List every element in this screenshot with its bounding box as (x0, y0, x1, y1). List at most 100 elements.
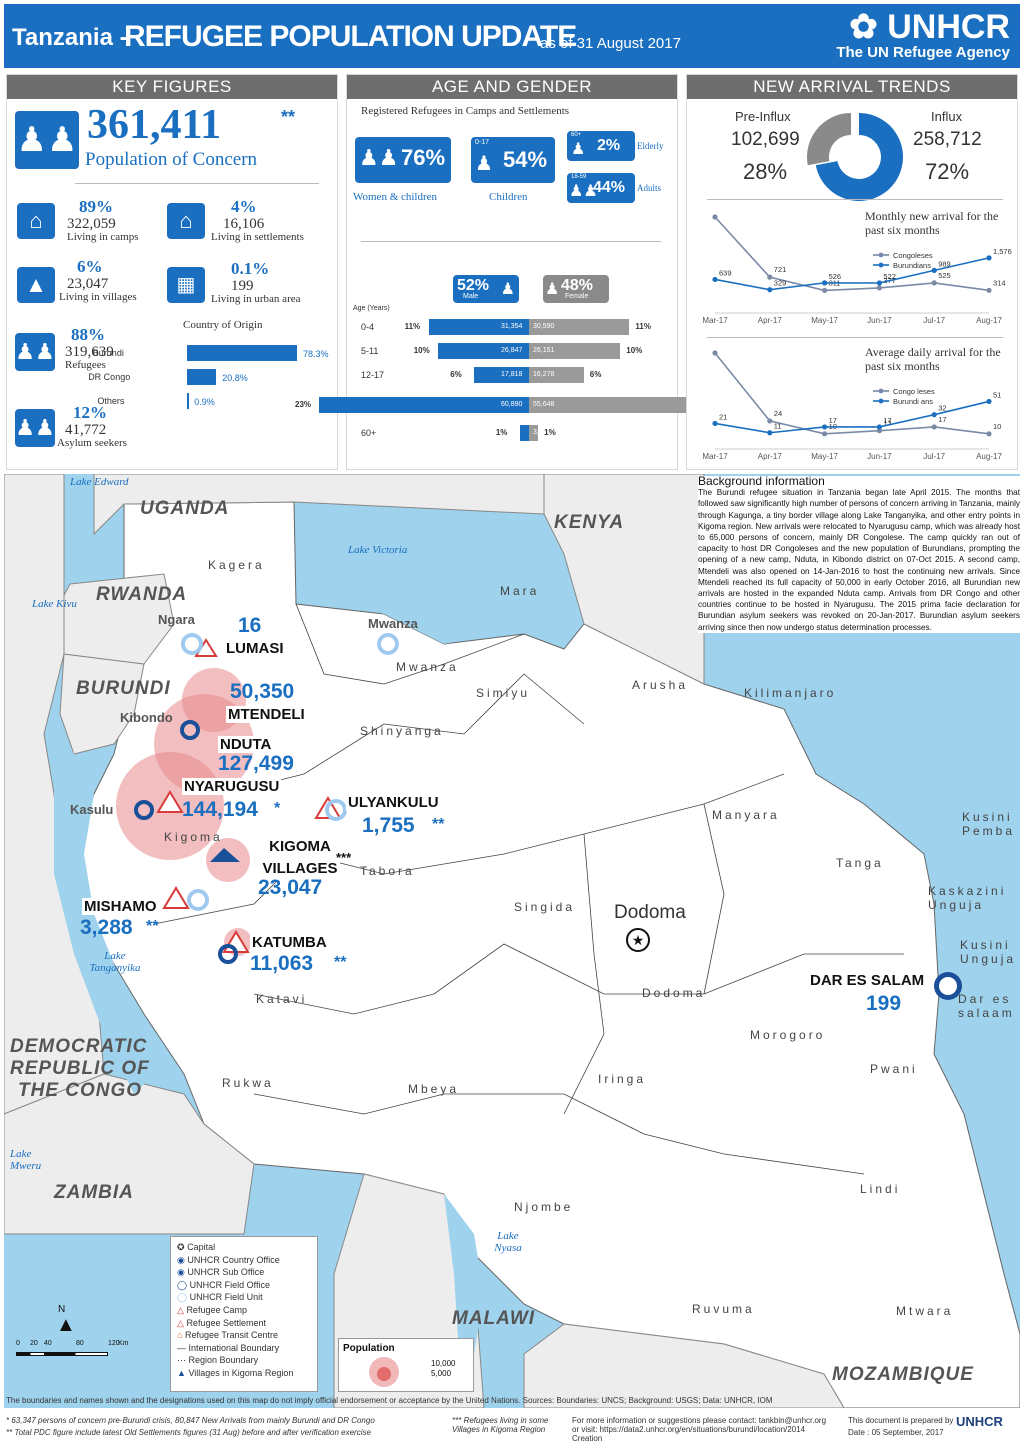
house-icon: ⌂ (17, 203, 55, 239)
lake-tanganyika (54, 734, 154, 1094)
country-burundi: BURUNDI (76, 678, 171, 699)
header-country: Tanzania - (12, 24, 128, 51)
population-legend-title: Population (343, 1343, 395, 1354)
elderly-box: 60+ ♟ 2% (567, 131, 635, 161)
background-text: The Burundi refugee situation in Tanzani… (698, 488, 1020, 632)
data-label: 10 (993, 422, 1001, 431)
data-label: 525 (938, 271, 951, 280)
data-label: 1,576 (993, 247, 1012, 256)
nduta-label: NDUTA (218, 736, 274, 753)
data-point (876, 428, 882, 434)
population-circle-small (377, 1367, 391, 1381)
country-office-icon: ◉ (177, 1254, 185, 1265)
legend-field-office: ◯ UNHCR Field Office (177, 1279, 270, 1290)
lake-victoria-label: Lake Victoria (348, 544, 408, 556)
data-point (712, 420, 718, 427)
data-point (822, 280, 828, 286)
country-drc-3: THE CONGO (18, 1080, 143, 1101)
children-icon: ♟ (475, 153, 493, 175)
male-bar (319, 397, 529, 413)
region-tanga: Tanga (836, 856, 884, 870)
adults-box: 18-59 ♟♟ 44% (567, 173, 635, 203)
nyarugusu-label: NYARUGUSU (182, 778, 282, 795)
monthly-arrival-line-chart: 4,3247213113775253146393295265229891,576… (702, 214, 1012, 325)
origin-pct-label: 78.3% (303, 349, 329, 359)
divider (707, 199, 1003, 200)
svg-text:★: ★ (632, 932, 645, 948)
women-children-label: Women & children (353, 191, 438, 203)
region-boundary-icon: ⋯ (177, 1355, 186, 1366)
tick-label: Aug-17 (976, 452, 1002, 461)
influx-value: 258,712 (913, 129, 982, 150)
footnote-2: ** Total PDC figure include latest Old S… (6, 1428, 371, 1437)
data-point (986, 431, 992, 437)
family-icon: ♟♟ (15, 111, 79, 169)
total-mark: ** (281, 107, 296, 127)
region-shinyanga: Shinyanga (360, 724, 444, 738)
data-point (712, 350, 718, 356)
region-kigoma: Kigoma (164, 830, 223, 844)
region-dodoma: Dodoma (642, 986, 706, 1000)
legend-label: Congo leses (893, 387, 935, 396)
data-label: 13 (883, 419, 891, 428)
influx-donut-chart (807, 113, 903, 201)
country-office-marker (934, 972, 962, 1000)
refugee-camp-icon: △ (177, 1304, 184, 1315)
refugees-figure: 88% 319,639 Refugees (65, 325, 114, 371)
lumasi-value: 16 (238, 614, 262, 637)
influx-slice (815, 113, 903, 201)
tick-label: Jul-17 (923, 316, 945, 325)
age-gender-heading: AGE AND GENDER (347, 75, 677, 99)
female-pct-label: 1% (544, 428, 556, 437)
male-count-label: 17,818 (501, 371, 523, 378)
scale-tick-label: 0 (16, 1340, 20, 1347)
male-icon: ♟ (500, 281, 515, 298)
contact-info: For more information or suggestions plea… (572, 1416, 827, 1443)
data-label: 989 (938, 259, 951, 268)
logo-name: UNHCR (887, 8, 1010, 46)
population-legend: Population 10,000 5,000 (338, 1338, 474, 1392)
scale-tick-label: Km (118, 1340, 129, 1347)
origin-country-label: Others (97, 396, 125, 406)
region-singida: Singida (514, 900, 576, 914)
lake-nyasa-label: Lake Nyasa (494, 1230, 522, 1254)
female-pct-label: 6% (589, 370, 602, 379)
male-pct-label: 6% (450, 370, 462, 379)
region-njombe: Njombe (514, 1200, 574, 1214)
tick-label: Apr-17 (758, 452, 783, 461)
settlements-figure: 4% 16,106 Living in settlements (211, 197, 304, 243)
data-label: 51 (993, 390, 1001, 399)
tick-label: Jul-17 (923, 452, 945, 461)
legend-refugee-settlement: △ Refugee Settlement (177, 1317, 266, 1328)
male-pct-label: 10% (413, 346, 430, 355)
north-label: N (58, 1304, 66, 1315)
region-mbeya: Mbeya (408, 1082, 460, 1096)
map-shapes: ★ (4, 474, 1020, 1408)
series-line (714, 352, 990, 435)
daily-arrival-line-chart: 1392410131710211117173251Mar-17Apr-17May… (702, 350, 1002, 461)
origin-country-label: DR Congo (88, 372, 131, 382)
nyarugusu-mark: * (274, 800, 281, 817)
data-label: 11 (774, 422, 782, 431)
village-icon: ▲ (17, 267, 55, 303)
pre-influx-label: Pre-Influx (735, 109, 791, 124)
male-count-label: 60,890 (501, 401, 523, 408)
data-point (822, 424, 828, 430)
pre-influx-value: 102,699 (731, 129, 800, 150)
field-office-icon: ◯ (177, 1279, 188, 1290)
arrivals-heading: NEW ARRIVAL TRENDS (687, 75, 1017, 99)
region-katavi: Katavi (256, 992, 308, 1006)
elderly-icon: ♟ (571, 141, 586, 158)
male-box: 52% Male ♟ (453, 275, 519, 303)
data-label: 24 (774, 409, 782, 418)
prepared-by: This document is prepared by (848, 1416, 954, 1425)
mozambique-land (523, 1323, 845, 1408)
region-manyara: Manyara (712, 808, 780, 822)
adults-icon: ♟♟ (569, 183, 598, 200)
data-point (712, 276, 718, 283)
legend-sub-office: ◉ UNHCR Sub Office (177, 1267, 265, 1278)
data-point (931, 280, 937, 286)
region-pwani: Pwani (870, 1062, 918, 1076)
legend-marker (878, 252, 884, 258)
legend-label: Congoleses (893, 251, 933, 260)
